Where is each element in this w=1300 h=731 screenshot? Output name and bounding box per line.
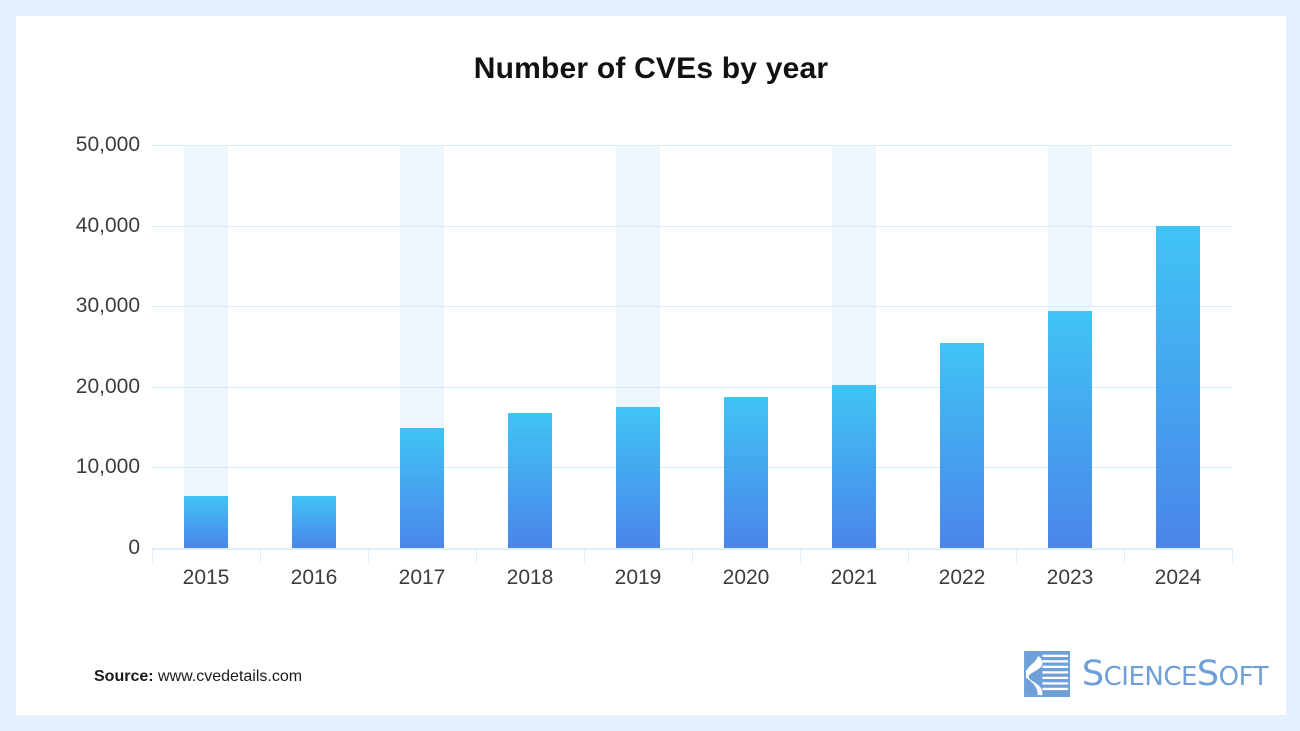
x-axis-tick bbox=[908, 548, 909, 562]
y-axis-tick-label: 0 bbox=[128, 536, 140, 559]
x-axis-tick-label: 2024 bbox=[1154, 566, 1202, 589]
x-axis-tick bbox=[692, 548, 693, 562]
x-axis-tick bbox=[800, 548, 801, 562]
sciencesoft-s-mark-icon bbox=[1023, 651, 1070, 697]
source-value: www.cvedetails.com bbox=[153, 668, 303, 685]
x-axis-tick-label: 2022 bbox=[938, 566, 986, 589]
page-title: Number of CVEs by year bbox=[473, 52, 829, 85]
y-axis-tick-label: 50,000 bbox=[75, 133, 140, 156]
x-axis-tick bbox=[368, 548, 369, 562]
chart-card: Number of CVEs by year 0 10,000 20,000 30,0… bbox=[16, 16, 1286, 715]
gridline bbox=[152, 145, 1232, 146]
y-axis-tick-label: 40,000 bbox=[75, 213, 140, 237]
x-axis-tick bbox=[152, 548, 153, 562]
y-axis-tick-label: 10,000 bbox=[75, 455, 140, 479]
x-axis-tick bbox=[584, 548, 585, 562]
bar-2018[interactable] bbox=[508, 413, 552, 548]
bar-2022[interactable] bbox=[940, 343, 984, 548]
x-axis-tick-label: 2015 bbox=[182, 566, 230, 589]
bar-2020[interactable] bbox=[724, 397, 768, 548]
bar-2019[interactable] bbox=[616, 406, 660, 548]
gridline bbox=[152, 306, 1232, 308]
bar-2023[interactable] bbox=[1048, 311, 1092, 548]
x-axis-tick-label: 2017 bbox=[398, 566, 446, 589]
sciencesoft-logo: SCIENCESOFT bbox=[1023, 647, 1269, 701]
x-axis-tick-label: 2019 bbox=[614, 566, 662, 589]
x-axis-tick-label: 2023 bbox=[1046, 566, 1094, 589]
bar-2015[interactable] bbox=[184, 496, 228, 548]
x-axis-tick-label: 2016 bbox=[290, 566, 338, 589]
source-label: Source: bbox=[94, 668, 154, 685]
x-axis-tick-label: 2018 bbox=[506, 566, 554, 589]
plot-area: 0 10,000 20,000 30,000 40,000 50,000 bbox=[76, 133, 1232, 559]
bar-2021[interactable] bbox=[832, 385, 876, 548]
bar-2017[interactable] bbox=[400, 427, 444, 548]
x-axis-tick-label: 2021 bbox=[830, 566, 878, 589]
gridline bbox=[152, 225, 1232, 227]
bar-2024[interactable] bbox=[1156, 225, 1200, 548]
y-axis-tick-label: 30,000 bbox=[75, 294, 140, 318]
x-axis-tick bbox=[1124, 548, 1125, 562]
y-axis-tick-label: 20,000 bbox=[75, 374, 140, 398]
x-axis-tick bbox=[476, 548, 477, 562]
bar-2016[interactable] bbox=[292, 496, 336, 548]
logo-wordmark: SCIENCESOFT bbox=[1081, 653, 1269, 694]
x-axis-tick bbox=[1016, 548, 1017, 562]
source-note: Source: www.cvedetails.com bbox=[94, 668, 302, 686]
gridline bbox=[152, 386, 1232, 388]
x-axis-tick-label: 2020 bbox=[722, 566, 770, 589]
x-axis-tick bbox=[260, 548, 261, 562]
x-axis: 2015 2016 2017 2018 2019 2020 2021 2022 2023 2024 bbox=[152, 548, 1233, 606]
x-axis-tick bbox=[1232, 548, 1233, 562]
background-band bbox=[184, 145, 228, 548]
gridline bbox=[152, 467, 1232, 469]
